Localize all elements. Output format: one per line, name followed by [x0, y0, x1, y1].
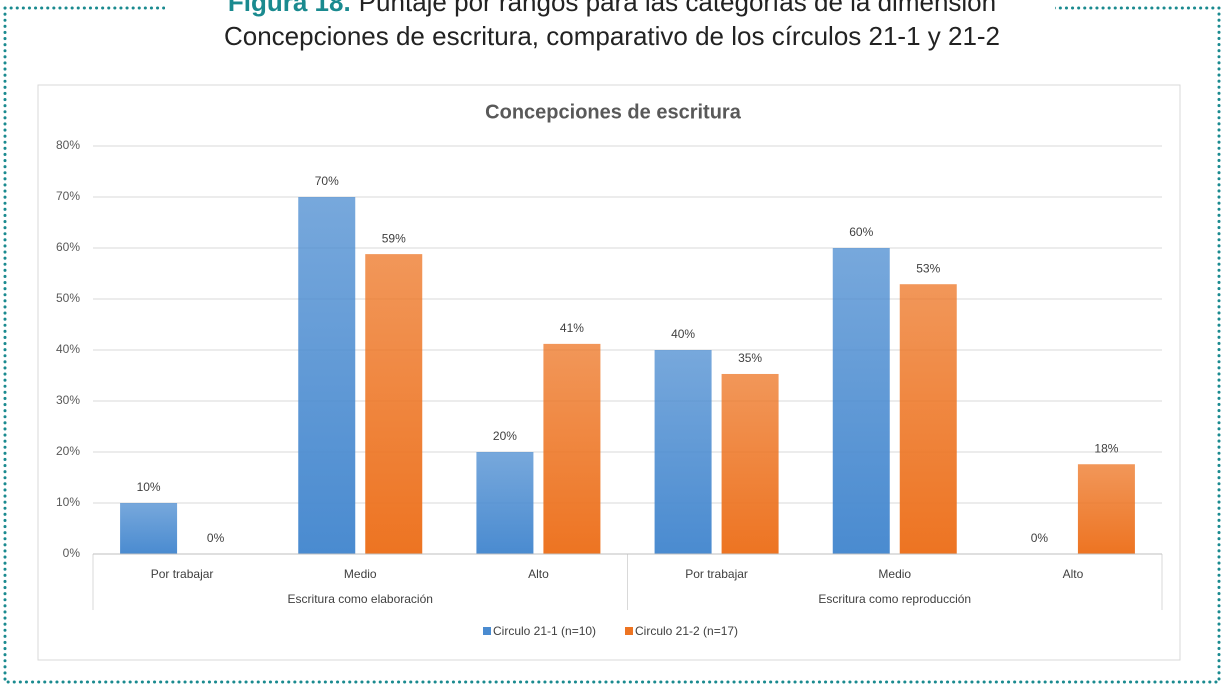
x-tick-label: Medio — [344, 567, 377, 581]
figure-title-line2: Concepciones de escritura, comparativo d… — [224, 21, 1000, 51]
group-label: Escritura como elaboración — [288, 592, 433, 606]
x-tick-label: Medio — [878, 567, 911, 581]
data-label: 70% — [315, 174, 339, 188]
y-tick-label: 60% — [56, 240, 80, 254]
data-label: 0% — [1031, 531, 1049, 545]
data-label: 59% — [382, 231, 406, 245]
figure-title-line1: Figura 18. Puntaje por rangos para las ca… — [228, 0, 996, 17]
y-tick-label: 50% — [56, 291, 80, 305]
x-tick-label: Alto — [1063, 567, 1084, 581]
bar — [832, 248, 890, 554]
figure-label: Figura 18. — [228, 0, 351, 17]
bar — [721, 373, 779, 554]
data-label: 53% — [916, 261, 940, 275]
data-label: 60% — [849, 225, 873, 239]
figure-title: Puntaje por rangos para las categorías d… — [359, 0, 996, 17]
legend-swatch — [483, 627, 491, 635]
bar — [543, 343, 601, 554]
y-tick-label: 0% — [63, 546, 81, 560]
x-tick-label: Por trabajar — [151, 567, 214, 581]
data-label: 35% — [738, 351, 762, 365]
bar — [365, 254, 423, 554]
chart-area — [37, 84, 1181, 661]
data-label: 20% — [493, 429, 517, 443]
legend-label: Circulo 21-2 (n=17) — [635, 624, 738, 638]
title-backdrop — [165, 0, 1055, 20]
y-tick-label: 80% — [56, 138, 80, 152]
data-label: 18% — [1094, 441, 1118, 455]
x-tick-label: Por trabajar — [685, 567, 748, 581]
bar — [899, 284, 957, 554]
legend-swatch — [625, 627, 633, 635]
data-label: 40% — [671, 327, 695, 341]
chart-title: Concepciones de escritura — [485, 101, 742, 123]
bar — [1077, 464, 1135, 554]
y-tick-label: 30% — [56, 393, 80, 407]
figure-frame — [3, 6, 1221, 684]
y-tick-label: 10% — [56, 495, 80, 509]
data-label: 41% — [560, 321, 584, 335]
y-tick-label: 40% — [56, 342, 80, 356]
y-tick-label: 70% — [56, 189, 80, 203]
bar — [298, 197, 356, 554]
legend-label: Circulo 21-1 (n=10) — [493, 624, 596, 638]
bar — [476, 452, 534, 554]
x-tick-label: Alto — [528, 567, 549, 581]
y-tick-label: 20% — [56, 444, 80, 458]
data-label: 10% — [137, 480, 161, 494]
group-label: Escritura como reproducción — [818, 592, 971, 606]
data-label: 0% — [207, 531, 225, 545]
bar — [654, 350, 712, 554]
bar — [120, 503, 178, 554]
